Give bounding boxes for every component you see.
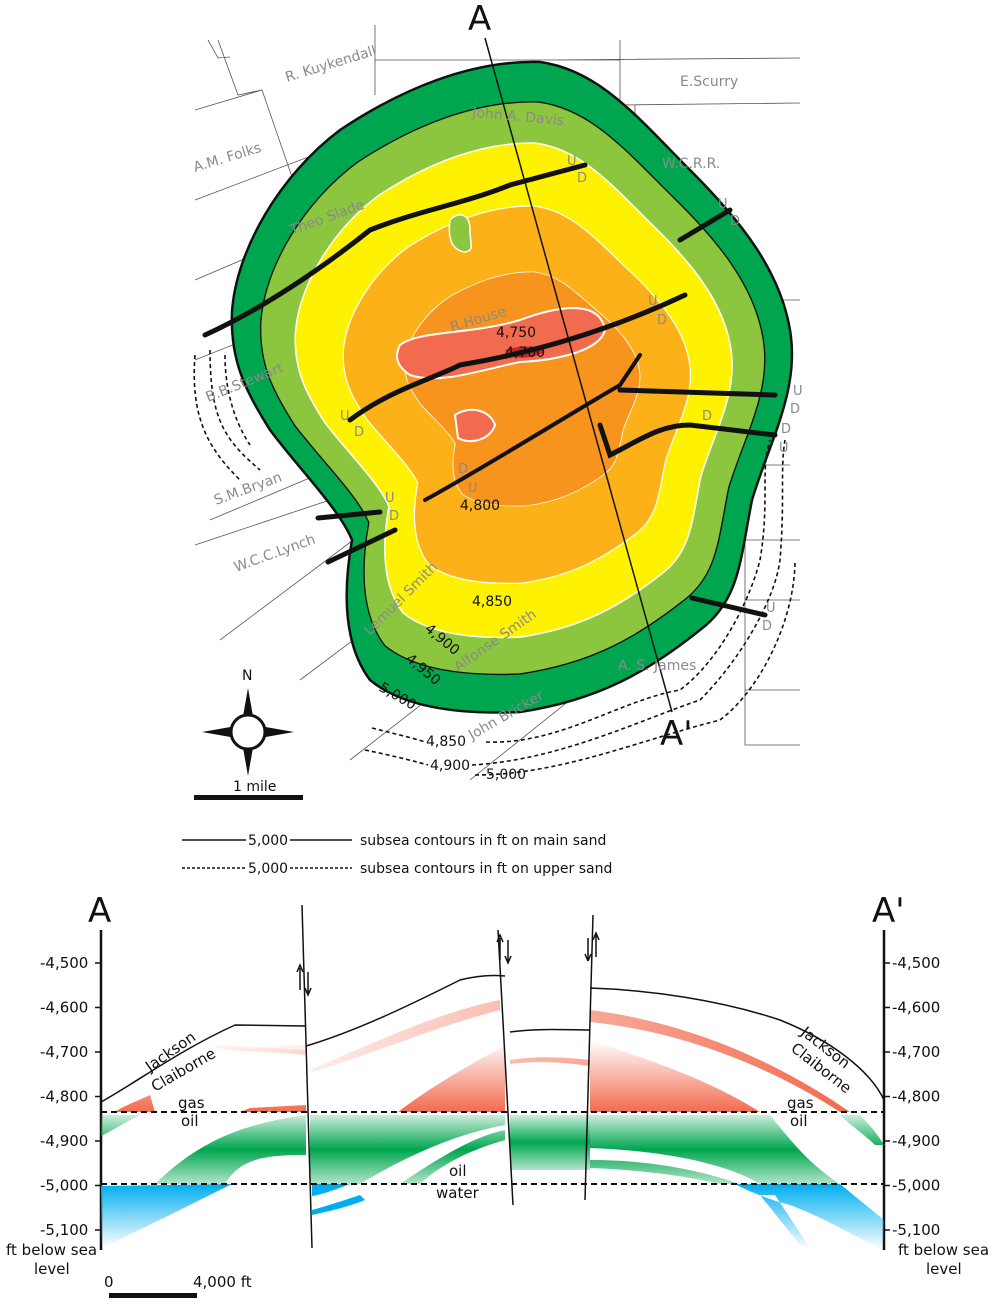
fault-up-marker: U	[468, 481, 478, 496]
fault-down-marker: D	[577, 171, 587, 186]
depth-tick-label: -4,600	[892, 999, 940, 1017]
upper-contour-label: 4,850	[426, 734, 466, 750]
graben-green	[448, 214, 472, 253]
section-faults	[301, 904, 594, 1249]
oil-zone-right	[590, 1115, 884, 1184]
water-zone-right	[735, 1184, 884, 1250]
fault-down-marker: D	[702, 409, 712, 424]
map-scale-bar	[194, 795, 303, 800]
fault-movement-arrows-icon	[296, 931, 600, 997]
jackson-claiborne-contact	[100, 974, 885, 1103]
owner-label: S.M.Bryan	[212, 469, 284, 508]
owner-label: A.M. Folks	[191, 140, 263, 176]
fault-down-marker: D	[730, 214, 740, 229]
gas-zone-lower	[115, 1040, 760, 1112]
gas-zone-upper	[230, 1000, 850, 1112]
right-axis-unit-2: level	[926, 1260, 962, 1278]
fault-down-marker: D	[389, 509, 399, 524]
cross-section: A A' -4,500 -4,500 -4,600 -4,600 -4,700 -4,70…	[6, 891, 989, 1298]
depth-tick-label: -5,100	[40, 1221, 88, 1239]
fault-down-marker: D	[781, 422, 791, 437]
fault-up-marker: U	[648, 294, 658, 309]
fault-throw-markers: U D U D U D U D D U U D U D D D U U D	[340, 154, 803, 634]
legend-solid-value: 5,000	[248, 833, 288, 849]
contour-label: 4,800	[460, 498, 500, 514]
oil-label-left: oil	[181, 1112, 199, 1130]
section-left-label: A	[88, 891, 111, 931]
fault-up-marker: U	[567, 154, 577, 169]
contour-label: 4,850	[472, 594, 512, 610]
depth-tick-label: -4,700	[40, 1043, 88, 1061]
oil-zone-center	[310, 1115, 505, 1184]
contour-label: 4,750	[496, 325, 536, 341]
fault-up-marker: U	[793, 384, 803, 399]
contour-label: 4,700	[505, 345, 545, 361]
section-scale-end: 4,000 ft	[193, 1273, 252, 1291]
zone-4750	[396, 307, 607, 380]
upper-contour-label: 4,900	[430, 758, 470, 774]
depth-ticks: -4,500 -4,500 -4,600 -4,600 -4,700 -4,700 -4,8…	[40, 954, 940, 1239]
depth-tick-label: -5,100	[892, 1221, 940, 1239]
fault-up-marker: U	[340, 409, 350, 424]
owner-label: A. S. James	[618, 658, 696, 674]
oil-zone-left	[101, 1115, 306, 1184]
north-label: N	[242, 668, 252, 684]
fault-up-marker: U	[779, 441, 789, 456]
fault-down-marker: D	[657, 313, 667, 328]
section-start-label: A	[468, 0, 491, 39]
section-scale-start: 0	[104, 1273, 114, 1291]
section-end-label: A'	[660, 714, 693, 754]
depth-tick-label: -5,000	[40, 1177, 88, 1195]
depth-tick-label: -4,700	[892, 1043, 940, 1061]
gas-label-right: gas	[787, 1094, 814, 1112]
left-axis-unit-2: level	[34, 1260, 70, 1278]
upper-sand-contours	[193, 349, 796, 776]
legend-solid-text: subsea contours in ft on main sand	[360, 833, 606, 849]
owner-label: E.Scurry	[680, 74, 738, 90]
depth-tick-label: -4,900	[892, 1132, 940, 1150]
fault-down-marker: D	[458, 462, 468, 477]
fault-down-marker: D	[354, 425, 364, 440]
depth-tick-label: -4,900	[40, 1132, 88, 1150]
owner-label: R. Kuykendall	[283, 43, 378, 86]
faults	[202, 162, 778, 618]
oil-label-center: oil	[449, 1162, 467, 1180]
section-scale-bar	[109, 1293, 197, 1298]
fault-down-marker: D	[790, 402, 800, 417]
legend-dashed-value: 5,000	[248, 861, 288, 877]
owner-label: W.C.R.R.	[662, 156, 720, 172]
depth-tick-label: -4,500	[892, 954, 940, 972]
depth-tick-label: -4,500	[40, 954, 88, 972]
depth-tick-label: -4,800	[892, 1088, 940, 1106]
fault-down-marker: D	[762, 619, 772, 634]
right-axis-unit: ft below sea	[898, 1241, 989, 1259]
legend: 5,000 subsea contours in ft on main sand…	[182, 833, 612, 877]
section-line	[484, 37, 673, 713]
oil-zone-block	[510, 1115, 590, 1170]
water-zone-fault-block	[312, 1184, 365, 1215]
fault-up-marker: U	[385, 491, 395, 506]
legend-dashed-text: subsea contours in ft on upper sand	[360, 861, 612, 877]
owner-label: W.C.C.Lynch	[232, 532, 318, 576]
fault-up-marker: U	[718, 197, 728, 212]
depth-tick-label: -4,600	[40, 999, 88, 1017]
left-axis-unit: ft below sea	[6, 1241, 97, 1259]
depth-tick-label: -4,800	[40, 1088, 88, 1106]
north-arrow-icon: N	[202, 668, 294, 776]
water-label: water	[436, 1184, 480, 1202]
zone-4750-small	[453, 408, 497, 443]
fault-up-marker: U	[766, 601, 776, 616]
oil-label-right: oil	[790, 1112, 808, 1130]
gas-label-left: gas	[178, 1094, 205, 1112]
section-right-label: A'	[872, 891, 905, 931]
depth-tick-label: -5,000	[892, 1177, 940, 1195]
water-zone-left	[101, 1184, 232, 1248]
upper-contour-label: 5,000	[486, 767, 526, 783]
map-scale-label: 1 mile	[233, 779, 276, 795]
